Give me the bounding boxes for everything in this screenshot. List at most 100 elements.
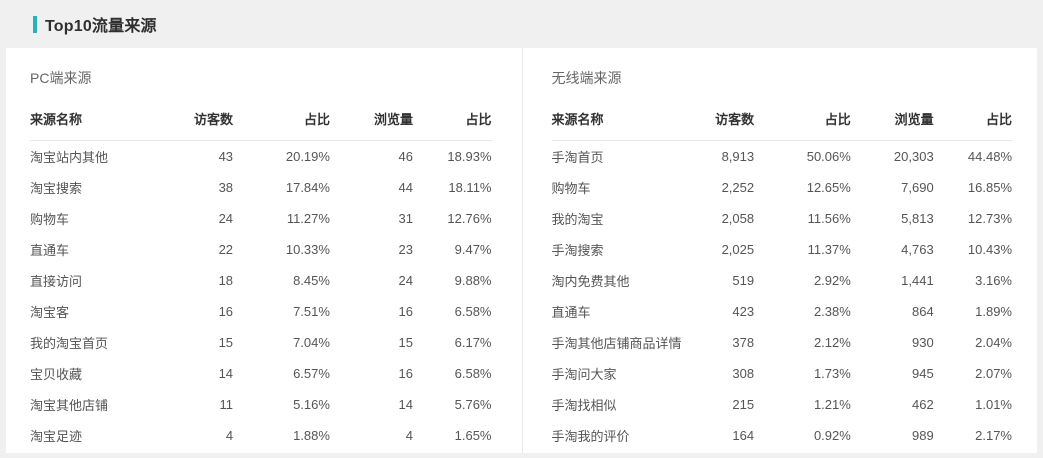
table-row: 我的淘宝 2,058 11.56% 5,813 12.73%	[552, 203, 1013, 234]
value-cell: 2,025	[721, 241, 755, 257]
source-name-cell: 直通车	[30, 242, 70, 258]
value-cell: 7.04%	[293, 334, 330, 350]
column-header-pageviews: 浏览量	[329, 103, 414, 141]
value-cell: 20,303	[893, 148, 934, 164]
value-cell: 15	[218, 334, 234, 350]
column-header-visitors-share: 占比	[754, 103, 851, 141]
source-name-cell: 淘宝站内其他	[30, 149, 109, 165]
section-title-pc: PC端来源	[30, 70, 92, 86]
value-cell: 12.73%	[967, 210, 1012, 226]
value-cell: 930	[911, 334, 934, 350]
pc-sources-table: 来源名称 访客数 占比 浏览量 占比 淘宝站内其他 43 20.19% 46 18.93…	[30, 103, 492, 451]
wireless-table-body: 手淘首页 8,913 50.06% 20,303 44.48% 购物车 2,252 12.65…	[552, 141, 1013, 451]
column-header-source-name: 来源名称	[551, 103, 690, 141]
value-cell: 1.73%	[813, 365, 851, 381]
column-header-pageviews-share: 占比	[933, 103, 1012, 141]
value-cell: 43	[218, 148, 234, 164]
value-cell: 7.51%	[293, 303, 330, 319]
value-cell: 9.47%	[454, 241, 492, 257]
source-name-cell: 淘宝客	[30, 304, 70, 320]
table-row: 直通车 423 2.38% 864 1.89%	[552, 296, 1013, 327]
value-cell: 22	[218, 241, 234, 257]
value-cell: 31	[398, 210, 414, 226]
value-cell: 308	[732, 365, 755, 381]
source-name-cell: 直接访问	[30, 273, 83, 289]
value-cell: 1.01%	[975, 396, 1012, 412]
table-row: 淘宝其他店铺 11 5.16% 14 5.76%	[30, 389, 492, 420]
source-name-cell: 我的淘宝首页	[30, 335, 109, 351]
value-cell: 7,690	[901, 179, 934, 195]
source-name-cell: 手淘搜索	[551, 242, 604, 258]
value-cell: 11.37%	[807, 241, 851, 257]
panel-pc-sources: PC端来源 来源名称 访客数 占比 浏览量 占比 淘宝站内其他 43 20.19% 4…	[6, 48, 522, 453]
source-name-cell: 手淘其他店铺商品详情	[551, 335, 682, 351]
value-cell: 3.16%	[975, 272, 1012, 288]
value-cell: 20.19%	[285, 148, 330, 164]
value-cell: 215	[732, 396, 755, 412]
value-cell: 16.85%	[967, 179, 1012, 195]
value-cell: 18.93%	[447, 148, 492, 164]
column-header-visitors-share: 占比	[233, 103, 330, 141]
table-row: 购物车 2,252 12.65% 7,690 16.85%	[552, 172, 1013, 203]
source-name-cell: 淘宝搜索	[30, 180, 83, 196]
pc-table-body: 淘宝站内其他 43 20.19% 46 18.93% 淘宝搜索 38 17.84% 44 18.1…	[30, 141, 492, 451]
source-name-cell: 手淘首页	[551, 149, 604, 165]
value-cell: 10.33%	[285, 241, 330, 257]
value-cell: 14	[398, 396, 414, 412]
value-cell: 0.92%	[813, 427, 851, 443]
value-cell: 2,058	[721, 210, 755, 226]
source-name-cell: 淘宝足迹	[30, 428, 83, 444]
table-row: 宝贝收藏 14 6.57% 16 6.58%	[30, 358, 492, 389]
value-cell: 2.12%	[813, 334, 851, 350]
value-cell: 23	[398, 241, 414, 257]
value-cell: 1.89%	[975, 303, 1012, 319]
wireless-table-header: 来源名称 访客数 占比 浏览量 占比	[551, 103, 1012, 141]
value-cell: 44.48%	[967, 148, 1012, 164]
table-row: 我的淘宝首页 15 7.04% 15 6.17%	[30, 327, 492, 358]
value-cell: 4,763	[901, 241, 934, 257]
table-row: 手淘搜索 2,025 11.37% 4,763 10.43%	[552, 234, 1013, 265]
source-name-cell: 直通车	[551, 304, 591, 320]
source-name-cell: 手淘问大家	[551, 366, 617, 382]
source-name-cell: 购物车	[551, 180, 591, 196]
value-cell: 4	[225, 427, 234, 443]
value-cell: 50.06%	[806, 148, 851, 164]
value-cell: 6.17%	[454, 334, 492, 350]
value-cell: 8,913	[721, 148, 755, 164]
value-cell: 4	[405, 427, 414, 443]
value-cell: 6.58%	[454, 303, 492, 319]
value-cell: 164	[732, 427, 755, 443]
table-row: 手淘找相似 215 1.21% 462 1.01%	[552, 389, 1013, 420]
table-row: 手淘其他店铺商品详情 378 2.12% 930 2.04%	[552, 327, 1013, 358]
section-title-wireless: 无线端来源	[551, 70, 622, 86]
value-cell: 16	[398, 365, 414, 381]
column-header-source-name: 来源名称	[30, 103, 169, 141]
value-cell: 864	[911, 303, 934, 319]
value-cell: 17.84%	[285, 179, 330, 195]
value-cell: 24	[218, 210, 234, 226]
value-cell: 1.65%	[454, 427, 492, 443]
value-cell: 2.04%	[975, 334, 1012, 350]
value-cell: 2.07%	[975, 365, 1012, 381]
source-name-cell: 我的淘宝	[551, 211, 604, 227]
value-cell: 6.57%	[293, 365, 330, 381]
value-cell: 24	[398, 272, 414, 288]
value-cell: 2.17%	[975, 427, 1012, 443]
value-cell: 10.43%	[967, 241, 1012, 257]
value-cell: 945	[911, 365, 934, 381]
table-row: 直通车 22 10.33% 23 9.47%	[30, 234, 492, 265]
value-cell: 5.76%	[454, 396, 492, 412]
source-name-cell: 淘内免费其他	[551, 273, 630, 289]
value-cell: 519	[732, 272, 755, 288]
source-name-cell: 手淘我的评价	[551, 428, 630, 444]
column-header-visitors: 访客数	[168, 103, 234, 141]
value-cell: 44	[398, 179, 414, 195]
value-cell: 15	[398, 334, 414, 350]
value-cell: 11.56%	[807, 210, 851, 226]
table-row: 淘宝足迹 4 1.88% 4 1.65%	[30, 420, 492, 451]
value-cell: 16	[398, 303, 414, 319]
table-row: 购物车 24 11.27% 31 12.76%	[30, 203, 492, 234]
column-header-visitors: 访客数	[689, 103, 755, 141]
value-cell: 1.21%	[813, 396, 851, 412]
